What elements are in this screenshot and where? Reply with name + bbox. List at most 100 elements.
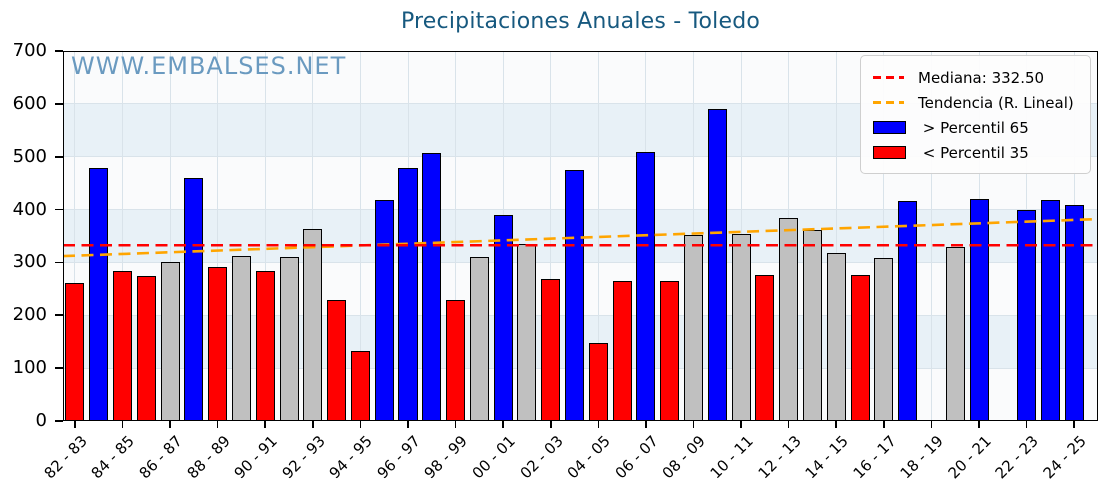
- y-tick-label: 100: [12, 357, 47, 379]
- x-tick-label: 12 - 13: [754, 432, 805, 483]
- watermark: WWW.EMBALSES.NET: [71, 52, 347, 80]
- x-tick-label: 10 - 11: [706, 432, 757, 483]
- bar-84-85: [112, 271, 132, 421]
- x-tick-label: 04 - 05: [563, 432, 615, 483]
- x-tick-mark: [597, 421, 600, 428]
- gridline-horizontal: [63, 103, 1098, 105]
- x-tick-mark: [264, 421, 267, 428]
- y-axis: 0 100 200 300 400 500 600 700: [0, 40, 63, 431]
- x-tick-label: 06 - 07: [611, 432, 662, 483]
- y-tick-mark: [55, 208, 63, 211]
- y-tick-mark: [55, 50, 63, 52]
- red-patch-icon: [873, 146, 907, 159]
- bar-16-17: [874, 257, 894, 421]
- x-tick-mark: [454, 421, 457, 428]
- x-tick-mark: [645, 421, 647, 428]
- x-tick-label: 16 - 17: [849, 432, 900, 483]
- bar-94-95: [350, 350, 370, 421]
- bar-19-20: [945, 246, 965, 421]
- bar-82-83: [65, 282, 85, 421]
- x-tick-label: 92 - 93: [278, 432, 329, 483]
- x-tick-label: 18 - 19: [896, 432, 948, 483]
- x-tick-mark: [883, 421, 885, 428]
- x-tick-mark: [1025, 421, 1028, 428]
- y-tick-label: 700: [12, 40, 47, 61]
- bar-04-05: [588, 342, 608, 421]
- bar-15-16: [850, 274, 870, 421]
- x-tick-label: 90 - 91: [230, 432, 281, 483]
- legend-item-mediana: Mediana: 332.50: [873, 65, 1080, 90]
- y-tick-mark: [55, 420, 63, 422]
- x-tick-mark: [74, 421, 76, 428]
- x-tick-label: 84 - 85: [87, 432, 139, 483]
- legend-item-percentil-65: > Percentil 65: [873, 115, 1080, 140]
- x-tick-mark: [1073, 421, 1075, 428]
- x-tick-mark: [169, 421, 171, 428]
- bar-02-03: [541, 278, 561, 421]
- y-tick-mark: [55, 103, 63, 105]
- legend-item-tendencia: Tendencia (R. Lineal): [873, 90, 1080, 115]
- legend-label-tendencia: Tendencia (R. Lineal): [918, 93, 1074, 112]
- x-tick-mark: [835, 421, 838, 428]
- legend-item-percentil-35: < Percentil 35: [873, 140, 1080, 165]
- gridline-horizontal: [63, 156, 1098, 158]
- bar-97-98: [422, 153, 442, 421]
- bar-86-87: [160, 262, 180, 421]
- y-tick-label: 0: [35, 410, 47, 431]
- x-tick-label: 94 - 95: [325, 432, 377, 483]
- bar-20-21: [969, 199, 989, 421]
- x-tick-mark: [549, 421, 552, 428]
- bar-99-00: [469, 257, 489, 421]
- tendencia-dash-icon: [873, 101, 907, 104]
- y-tick-label: 600: [12, 92, 47, 114]
- y-tick-label: 200: [12, 304, 47, 326]
- x-tick-label: 82 - 83: [40, 432, 91, 483]
- bar-90-91: [255, 270, 275, 421]
- bar-13-14: [802, 229, 822, 421]
- x-tick-mark: [787, 421, 790, 428]
- legend-label-mediana: Mediana: 332.50: [918, 68, 1045, 87]
- x-tick-label: 14 - 15: [801, 432, 852, 483]
- x-tick-label: 02 - 03: [516, 432, 567, 483]
- x-tick-label: 20 - 21: [944, 432, 995, 483]
- bar-96-97: [398, 168, 418, 421]
- blue-patch-icon: [873, 121, 907, 134]
- y-tick-label: 400: [12, 198, 47, 220]
- bar-12-13: [779, 217, 799, 421]
- bar-85-86: [136, 275, 156, 421]
- bar-89-90: [231, 255, 251, 421]
- bar-23-24: [1040, 200, 1060, 421]
- x-tick-mark: [930, 421, 933, 428]
- x-tick-mark: [740, 421, 742, 428]
- legend-label-percentil-65: > Percentil 65: [918, 118, 1029, 137]
- bar-98-99: [446, 300, 466, 421]
- bar-11-12: [755, 274, 775, 421]
- bar-91-92: [279, 257, 299, 421]
- y-tick-mark: [55, 261, 63, 264]
- plot-area: WWW.EMBALSES.NET Mediana: 332.50 Tendenc…: [63, 51, 1098, 421]
- chart-title: Precipitaciones Anuales - Toledo: [400, 9, 761, 34]
- x-tick-label: 86 - 87: [135, 432, 186, 483]
- mediana-dash-icon: [873, 76, 907, 79]
- x-tick-label: 88 - 89: [183, 432, 234, 483]
- x-tick-mark: [978, 421, 980, 428]
- bar-22-23: [1017, 209, 1037, 421]
- x-tick-mark: [407, 421, 409, 428]
- bar-87-88: [184, 177, 204, 421]
- x-tick-mark: [121, 421, 124, 428]
- legend-label-percentil-35: < Percentil 35: [918, 143, 1029, 162]
- y-tick-mark: [55, 367, 63, 369]
- bar-92-93: [303, 229, 323, 421]
- bar-01-02: [517, 244, 537, 421]
- x-tick-mark: [216, 421, 219, 428]
- x-axis: 82 - 83 84 - 85 86 - 87 88 - 89 90 - 91 92 - …: [40, 421, 1098, 500]
- x-tick-mark: [502, 421, 504, 428]
- bar-10-11: [731, 233, 751, 421]
- bar-03-04: [565, 169, 585, 421]
- x-tick-label: 22 - 23: [992, 432, 1043, 483]
- bar-17-18: [898, 201, 918, 421]
- bar-07-08: [660, 281, 680, 421]
- y-tick-label: 300: [12, 251, 47, 273]
- y-tick-mark: [55, 314, 63, 317]
